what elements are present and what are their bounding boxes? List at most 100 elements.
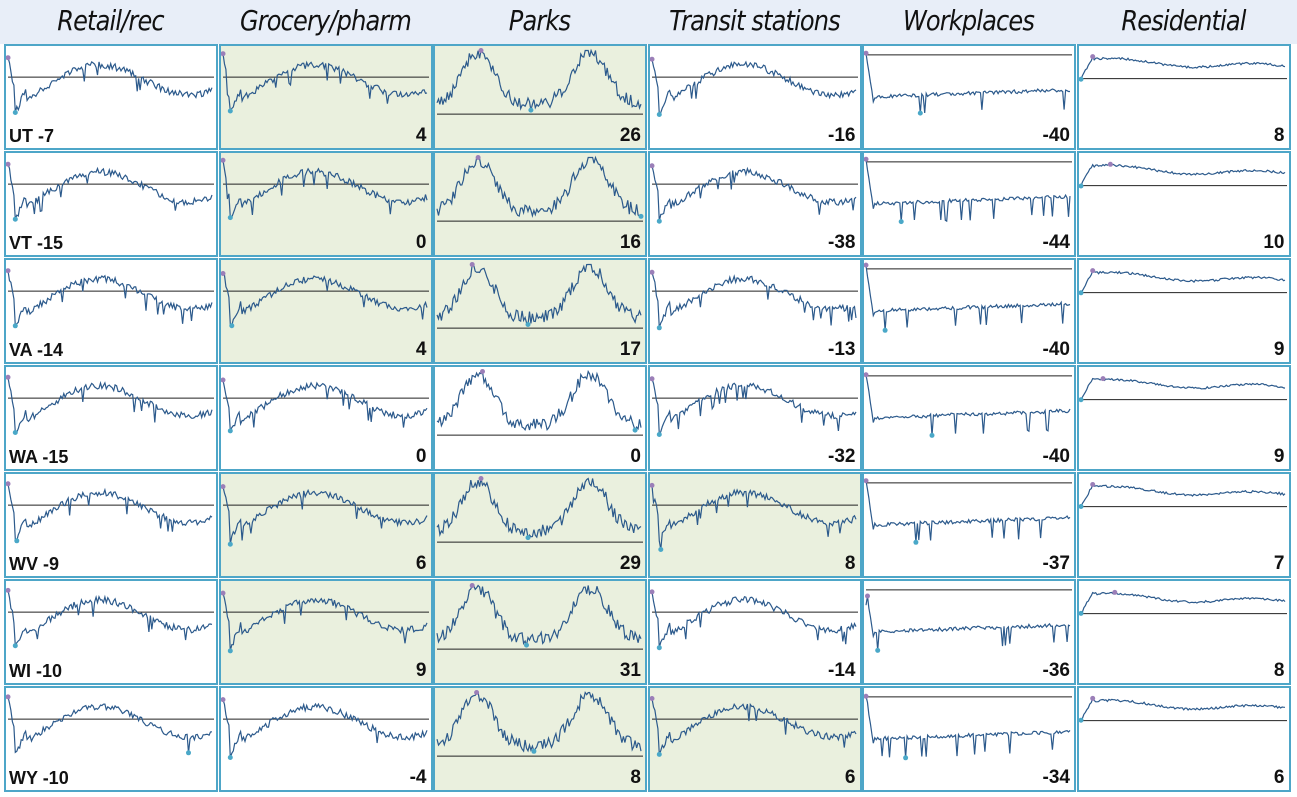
change-value: -10 [36, 661, 63, 681]
series-line [650, 272, 857, 328]
mini-chart-cell: -44 [862, 151, 1076, 257]
mini-chart-cell: -4 [218, 686, 433, 792]
min-marker [657, 547, 663, 552]
mini-chart-cell: VA -14 [4, 258, 218, 364]
series-line [221, 160, 428, 219]
change-value: 9 [1273, 339, 1285, 360]
min-marker [1078, 76, 1083, 82]
max-marker [1089, 482, 1095, 487]
mini-chart-cell: 31 [433, 579, 647, 685]
max-marker [220, 51, 225, 57]
state-label: WI -10 [9, 661, 62, 682]
mini-chart-cell: 8 [647, 472, 862, 578]
change-value: -13 [828, 339, 856, 360]
change-value: 0 [415, 446, 427, 467]
series-line [1079, 483, 1285, 507]
max-marker [864, 478, 869, 484]
min-marker [656, 218, 662, 224]
max-marker [6, 374, 11, 380]
max-marker [865, 593, 870, 599]
mini-chart-plot [6, 55, 214, 115]
min-marker [898, 219, 904, 225]
mini-chart-plot [6, 268, 214, 329]
mini-chart-plot [864, 262, 1072, 333]
mini-chart-plot [6, 694, 214, 756]
series-line [1079, 54, 1285, 80]
max-marker [469, 262, 475, 267]
max-marker [864, 693, 869, 699]
series-line [7, 696, 213, 754]
max-marker [469, 583, 475, 588]
mini-chart-plot [220, 697, 429, 760]
mini-chart-plot [1078, 589, 1287, 616]
series-line [222, 273, 428, 327]
change-value: -15 [37, 233, 64, 253]
mini-chart-cell: 4 [218, 44, 433, 150]
mini-chart-plot [436, 369, 643, 436]
min-marker [638, 213, 644, 219]
max-marker [6, 268, 11, 274]
state-label: WA -15 [9, 447, 68, 468]
max-marker [220, 271, 225, 276]
change-value: 9 [1273, 446, 1285, 467]
max-marker [1100, 376, 1105, 382]
state-code: UT [9, 126, 33, 146]
change-value: -4 [409, 767, 427, 788]
change-value: 6 [1273, 767, 1285, 788]
mini-chart-cell: -40 [862, 44, 1076, 150]
state-code: WY [9, 768, 38, 788]
change-value: 7 [1273, 553, 1285, 574]
mini-chart-plot [649, 589, 858, 651]
min-marker [227, 108, 233, 114]
mini-chart-plot [220, 51, 429, 114]
mini-chart-plot [436, 262, 643, 329]
state-code: WA [9, 447, 38, 467]
change-value: 4 [415, 339, 427, 360]
min-marker [12, 110, 18, 115]
min-marker [1078, 504, 1083, 509]
series-line [436, 48, 642, 111]
change-value: -40 [1042, 125, 1070, 146]
series-line [221, 486, 428, 545]
mini-chart-plot [864, 478, 1072, 545]
max-marker [478, 476, 484, 481]
change-value: 16 [619, 232, 641, 253]
mini-chart-plot [436, 476, 643, 543]
mini-chart-cell: -36 [862, 579, 1076, 685]
min-marker [656, 325, 662, 331]
min-marker [656, 432, 662, 437]
max-marker [474, 690, 480, 695]
mini-chart-plot [6, 374, 214, 435]
state-label: VA -14 [9, 340, 63, 361]
mini-chart-plot [220, 377, 429, 434]
min-marker [656, 112, 662, 117]
change-value: -16 [828, 125, 856, 146]
mini-chart-cell: WV -9 [4, 472, 218, 578]
mini-chart-cell: 8 [1076, 44, 1291, 150]
max-marker [220, 157, 225, 163]
column-title: Grocery/pharm [239, 4, 411, 37]
mini-chart-plot [864, 372, 1072, 438]
mini-chart-plot [865, 589, 1072, 653]
min-marker [929, 432, 935, 438]
mini-chart-cell: 7 [1076, 472, 1291, 578]
series-line [650, 59, 856, 117]
max-marker [220, 484, 225, 490]
min-marker [875, 647, 881, 653]
series-line [650, 485, 857, 550]
mini-chart-plot [220, 157, 429, 221]
min-marker [227, 755, 233, 760]
mini-chart-cell: VT -15 [4, 151, 218, 257]
change-value: 6 [415, 553, 427, 574]
change-value: -32 [828, 446, 856, 467]
mini-chart-cell: 26 [433, 44, 647, 150]
max-marker [220, 377, 225, 383]
series-line [221, 379, 427, 432]
state-label: UT -7 [9, 126, 54, 147]
series-line [865, 53, 1070, 114]
mini-chart-plot [436, 690, 643, 757]
series-line [865, 696, 1071, 758]
series-line [7, 163, 213, 220]
mini-chart-plot [649, 482, 858, 552]
max-marker [864, 372, 869, 378]
